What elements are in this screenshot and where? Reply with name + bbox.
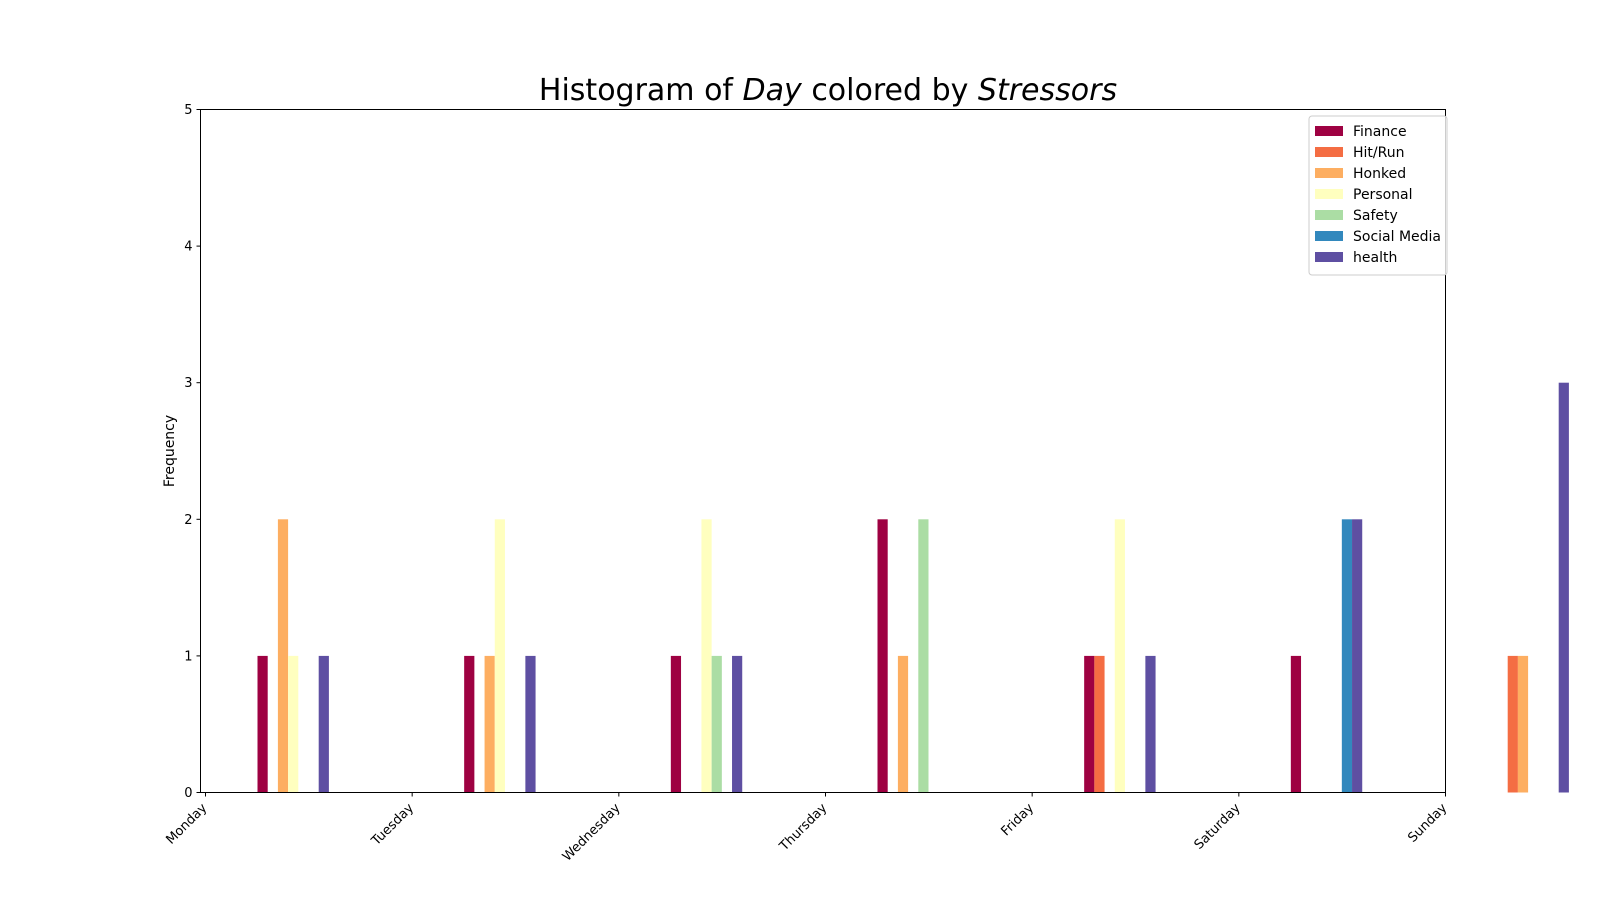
y-tick-label: 2	[184, 513, 192, 528]
bar	[1114, 519, 1125, 793]
legend-swatch	[1315, 189, 1343, 199]
bar	[701, 519, 712, 793]
legend-label: health	[1353, 250, 1397, 266]
legend-swatch	[1315, 231, 1343, 241]
legend-swatch	[1315, 210, 1343, 220]
legend-label: Honked	[1353, 166, 1406, 182]
y-tick-label: 5	[184, 103, 192, 118]
bar	[525, 655, 536, 793]
bar	[277, 519, 289, 793]
legend: Finance Hit/Run Honked Personal Safety Social…	[1308, 115, 1448, 276]
bar	[494, 519, 505, 793]
y-tick-label: 0	[184, 786, 192, 801]
legend-label: Hit/Run	[1353, 145, 1404, 161]
legend-label: Safety	[1353, 208, 1398, 224]
bar	[1290, 655, 1302, 793]
y-tick-label: 3	[184, 376, 192, 391]
bar	[670, 655, 682, 793]
bars-group	[257, 382, 1569, 793]
legend-label: Social Media	[1353, 229, 1441, 245]
bar	[1517, 655, 1529, 793]
bar	[1094, 655, 1105, 793]
bar	[1084, 655, 1095, 793]
legend-swatch	[1315, 126, 1343, 136]
bar	[1341, 519, 1353, 793]
bar	[877, 519, 888, 793]
y-axis-ticks: 0 1 2 3 4 5	[184, 103, 201, 801]
bar	[464, 655, 475, 793]
bar	[918, 519, 929, 793]
bar	[1507, 655, 1518, 793]
bar	[484, 655, 495, 793]
legend-swatch	[1315, 252, 1343, 262]
plot-frame	[200, 109, 1446, 793]
bar	[732, 655, 743, 793]
bar	[711, 655, 722, 793]
bar	[1558, 382, 1569, 793]
y-axis-label: Frequency	[162, 415, 178, 487]
legend-label: Finance	[1353, 124, 1407, 140]
bar	[288, 655, 299, 793]
bar	[1145, 655, 1156, 793]
legend-swatch	[1315, 168, 1343, 178]
legend-label: Personal	[1353, 187, 1413, 203]
chart-title: Histogram of Day colored by Stressors	[539, 73, 1117, 108]
bar	[1352, 519, 1363, 793]
y-tick-label: 4	[184, 240, 192, 255]
bar	[318, 655, 329, 793]
bar	[257, 655, 268, 793]
bar	[897, 655, 909, 793]
y-tick-label: 1	[184, 649, 192, 664]
legend-frame	[1308, 115, 1448, 276]
legend-swatch	[1315, 147, 1343, 157]
